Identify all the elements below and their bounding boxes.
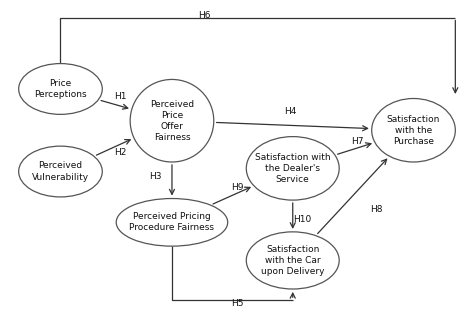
Text: H6: H6 bbox=[198, 11, 211, 20]
Text: H1: H1 bbox=[114, 92, 126, 101]
Text: H8: H8 bbox=[370, 205, 383, 214]
Text: Perceived
Price
Offer
Fairness: Perceived Price Offer Fairness bbox=[150, 99, 194, 142]
Ellipse shape bbox=[18, 146, 102, 197]
Text: H9: H9 bbox=[231, 183, 243, 192]
Text: H5: H5 bbox=[231, 299, 243, 308]
Text: H7: H7 bbox=[352, 137, 364, 146]
Text: Satisfaction
with the
Purchase: Satisfaction with the Purchase bbox=[387, 115, 440, 146]
Ellipse shape bbox=[372, 98, 456, 162]
Ellipse shape bbox=[246, 137, 339, 200]
Ellipse shape bbox=[246, 232, 339, 289]
Ellipse shape bbox=[18, 64, 102, 114]
Text: H3: H3 bbox=[149, 172, 162, 181]
Text: Perceived
Vulnerability: Perceived Vulnerability bbox=[32, 161, 89, 181]
Text: Perceived Pricing
Procedure Fairness: Perceived Pricing Procedure Fairness bbox=[129, 212, 214, 232]
Text: Satisfaction
with the Car
upon Delivery: Satisfaction with the Car upon Delivery bbox=[261, 245, 325, 276]
Text: H10: H10 bbox=[293, 215, 311, 224]
Ellipse shape bbox=[116, 199, 228, 246]
Text: Price
Perceptions: Price Perceptions bbox=[34, 79, 87, 99]
Text: H2: H2 bbox=[114, 148, 126, 157]
Ellipse shape bbox=[130, 79, 214, 162]
Text: Satisfaction with
the Dealer's
Service: Satisfaction with the Dealer's Service bbox=[255, 153, 330, 184]
Text: H4: H4 bbox=[284, 107, 297, 116]
